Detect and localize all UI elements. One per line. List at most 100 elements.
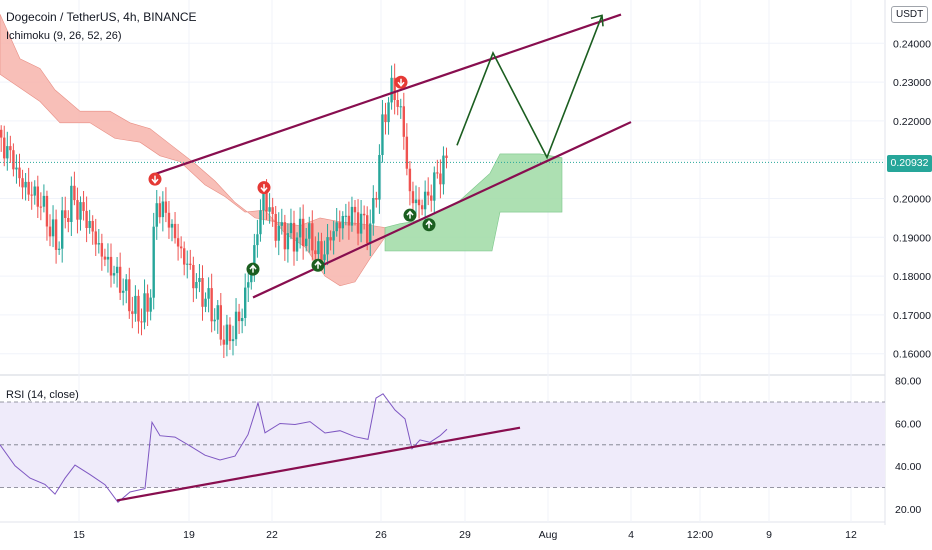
buy-signal-icon <box>403 208 417 222</box>
candle-body <box>417 199 421 206</box>
candle-body <box>323 254 326 261</box>
candle-body <box>423 191 427 210</box>
candle-body <box>231 339 235 342</box>
candle-body <box>283 222 287 250</box>
candle-body <box>67 218 70 222</box>
buy-signal-icon <box>311 258 325 272</box>
candle-body <box>353 206 357 213</box>
price-tick-label: 0.22000 <box>893 116 931 128</box>
candle-body <box>265 191 268 212</box>
candle-body <box>45 195 49 227</box>
candle-body <box>277 225 280 241</box>
candle-body <box>228 324 232 342</box>
candle-body <box>362 213 366 216</box>
candle-body <box>36 186 39 207</box>
candle-body <box>18 167 21 179</box>
candle-body <box>430 195 433 201</box>
candle-body <box>216 305 219 320</box>
price-tick-label: 0.23000 <box>893 77 931 89</box>
sell-signal-icon <box>394 75 408 89</box>
candle-body <box>173 223 177 239</box>
candle-body <box>414 199 418 204</box>
candle-body <box>295 237 299 252</box>
candle-body <box>179 246 183 249</box>
candle-body <box>128 279 131 312</box>
candle-body <box>225 324 229 345</box>
candle-body <box>387 102 390 123</box>
candle-body <box>402 106 405 137</box>
candle-body <box>88 221 91 228</box>
candle-body <box>79 202 82 220</box>
candle-body <box>158 203 161 218</box>
candle-body <box>408 168 412 192</box>
candle-body <box>271 207 274 214</box>
candle-body <box>259 210 262 235</box>
time-tick-label: 12 <box>845 529 857 541</box>
candle-body <box>6 146 9 159</box>
candle-body <box>237 311 241 322</box>
candle-body <box>396 100 399 107</box>
candle-body <box>103 256 107 260</box>
candle-body <box>109 256 113 276</box>
candle-body <box>268 207 271 212</box>
candle-body <box>3 137 6 159</box>
time-tick-label: 15 <box>73 529 85 541</box>
candle-body <box>311 223 314 251</box>
candle-body <box>317 241 320 255</box>
candle-body <box>27 181 30 195</box>
candle-body <box>350 206 354 226</box>
candle-body <box>97 243 100 245</box>
candle-body <box>420 205 424 210</box>
candle-body <box>30 194 33 196</box>
price-tick-label: 0.16000 <box>893 349 931 361</box>
candle-body <box>183 248 186 265</box>
candle-body <box>305 238 308 247</box>
candle-body <box>122 290 125 293</box>
candle-body <box>381 114 384 155</box>
candle-body <box>48 226 52 237</box>
candle-body <box>134 295 137 314</box>
candle-body <box>0 129 3 138</box>
candle-body <box>201 278 204 307</box>
candle-body <box>70 185 73 222</box>
candle-body <box>308 223 311 239</box>
time-tick-label: 9 <box>766 529 772 541</box>
candle-body <box>250 269 253 283</box>
candle-body <box>100 243 104 257</box>
candle-body <box>411 191 415 204</box>
candle-body <box>152 226 155 298</box>
candle-body <box>390 77 393 103</box>
candle-body <box>280 222 283 226</box>
candle-body <box>161 201 165 218</box>
candle-body <box>335 222 338 232</box>
candle-body <box>219 305 222 340</box>
rsi-label: RSI (14, close) <box>6 389 79 401</box>
time-tick-label: 12:00 <box>687 529 713 541</box>
candle-body <box>399 106 402 108</box>
rsi-line <box>0 393 448 504</box>
price-tick-label: 0.24000 <box>893 38 931 50</box>
candle-body <box>39 206 43 208</box>
chart-title: Dogecoin / TetherUS, 4h, BINANCE <box>6 10 197 24</box>
rsi-tick-label: 60.00 <box>895 418 921 430</box>
candle-body <box>210 288 213 322</box>
candle-body <box>51 219 55 237</box>
candle-body <box>384 114 387 123</box>
current-price-tag: 0.20932 <box>887 155 932 172</box>
currency-selector[interactable]: USDT <box>891 6 929 23</box>
candle-body <box>378 155 381 200</box>
candle-body <box>338 222 341 229</box>
candle-body <box>204 298 207 307</box>
candle-body <box>332 231 335 241</box>
candle-body <box>274 214 277 241</box>
candle-body <box>375 198 378 200</box>
candle-body <box>289 222 293 234</box>
candle-body <box>24 181 27 188</box>
candle-body <box>125 279 128 291</box>
candle-body <box>344 215 348 217</box>
price-tick-label: 0.17000 <box>893 310 931 322</box>
rsi-tick-label: 40.00 <box>895 461 921 473</box>
candle-body <box>57 248 61 250</box>
candle-body <box>146 293 149 312</box>
